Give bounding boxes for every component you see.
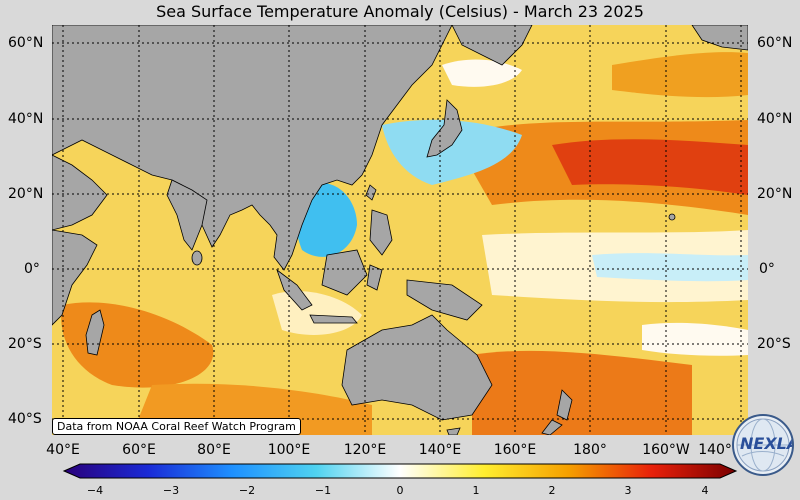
java-landmass [309,314,358,324]
data-credit: Data from NOAA Coral Reef Watch Program [52,418,301,435]
colorbar-tick: −1 [314,484,332,497]
hot-anomaly-region [552,139,748,195]
colorbar-tick: 0 [396,484,404,497]
sumatra-landmass [276,268,313,311]
colorbar-tick: 4 [701,484,709,497]
nexlab-logo: NEXLAB [732,414,794,476]
lon-label: 160°E [493,442,537,458]
lon-label: 160°W [642,442,690,458]
lat-label-right: 60°N [757,35,793,51]
madagascar-landmass [85,309,105,356]
lat-label-right: 20°N [757,186,793,202]
borneo-landmass [321,249,368,296]
colorbar: −4 −3 −2 −1 0 1 2 3 4 [60,462,740,498]
lon-label: 40°E [46,442,80,458]
landmasses [52,25,748,435]
lat-label-left: 60°N [8,35,44,51]
globe-icon [736,418,790,472]
colorbar-tick: 1 [472,484,480,497]
colorbar-tick: 2 [548,484,556,497]
india-landmass [166,179,208,251]
cool-anomaly-region [592,253,748,282]
lat-label-left: 40°N [8,111,44,127]
eurasia-landmass [52,25,453,271]
colorbar-tick: −4 [86,484,104,497]
warm-anomaly-region [472,350,692,435]
russia-far-east-landmass [451,25,533,66]
philippines-landmass [369,209,393,256]
neutral-anomaly-region [442,59,522,87]
colorbar-tick: −3 [162,484,180,497]
lon-label: 140°E [418,442,462,458]
lon-label: 120°E [343,442,387,458]
lon-label: 100°E [267,442,311,458]
taiwan-landmass [365,184,377,201]
alaska-landmass [691,25,748,51]
arabia-landmass [52,154,108,231]
lat-label-left: 20°S [8,336,42,352]
colorbar-gradient [62,463,738,479]
colorbar-bar [62,463,738,479]
lat-label-left: 20°N [8,186,44,202]
new-zealand-landmass [556,389,573,421]
lat-label-right: 40°N [757,111,793,127]
lat-label-right: 20°S [757,336,791,352]
colorbar-tick: −2 [238,484,256,497]
neutral-anomaly-region [642,322,748,356]
colorbar-tick: 3 [624,484,632,497]
sulawesi-landmass [366,264,383,291]
warm-anomaly-region [612,52,748,98]
map-title: Sea Surface Temperature Anomaly (Celsius… [156,2,644,21]
map-canvas [52,25,748,435]
cool-anomaly-region [382,119,522,185]
new-guinea-landmass [406,279,483,321]
australia-landmass [341,314,493,421]
tasmania-landmass [446,427,461,435]
lat-label-left: 40°S [8,411,42,427]
hawaii-landmass [668,213,676,221]
sri-lanka-landmass [191,250,203,266]
lat-label-right: 0° [759,261,775,277]
logo-text: NEXLAB [740,434,792,453]
lon-label: 60°E [122,442,156,458]
lat-label-left: 0° [24,261,40,277]
lon-label: 180° [573,442,607,458]
lon-label: 80°E [197,442,231,458]
new-zealand-landmass [541,419,563,435]
sst-anomaly-map [52,25,748,435]
